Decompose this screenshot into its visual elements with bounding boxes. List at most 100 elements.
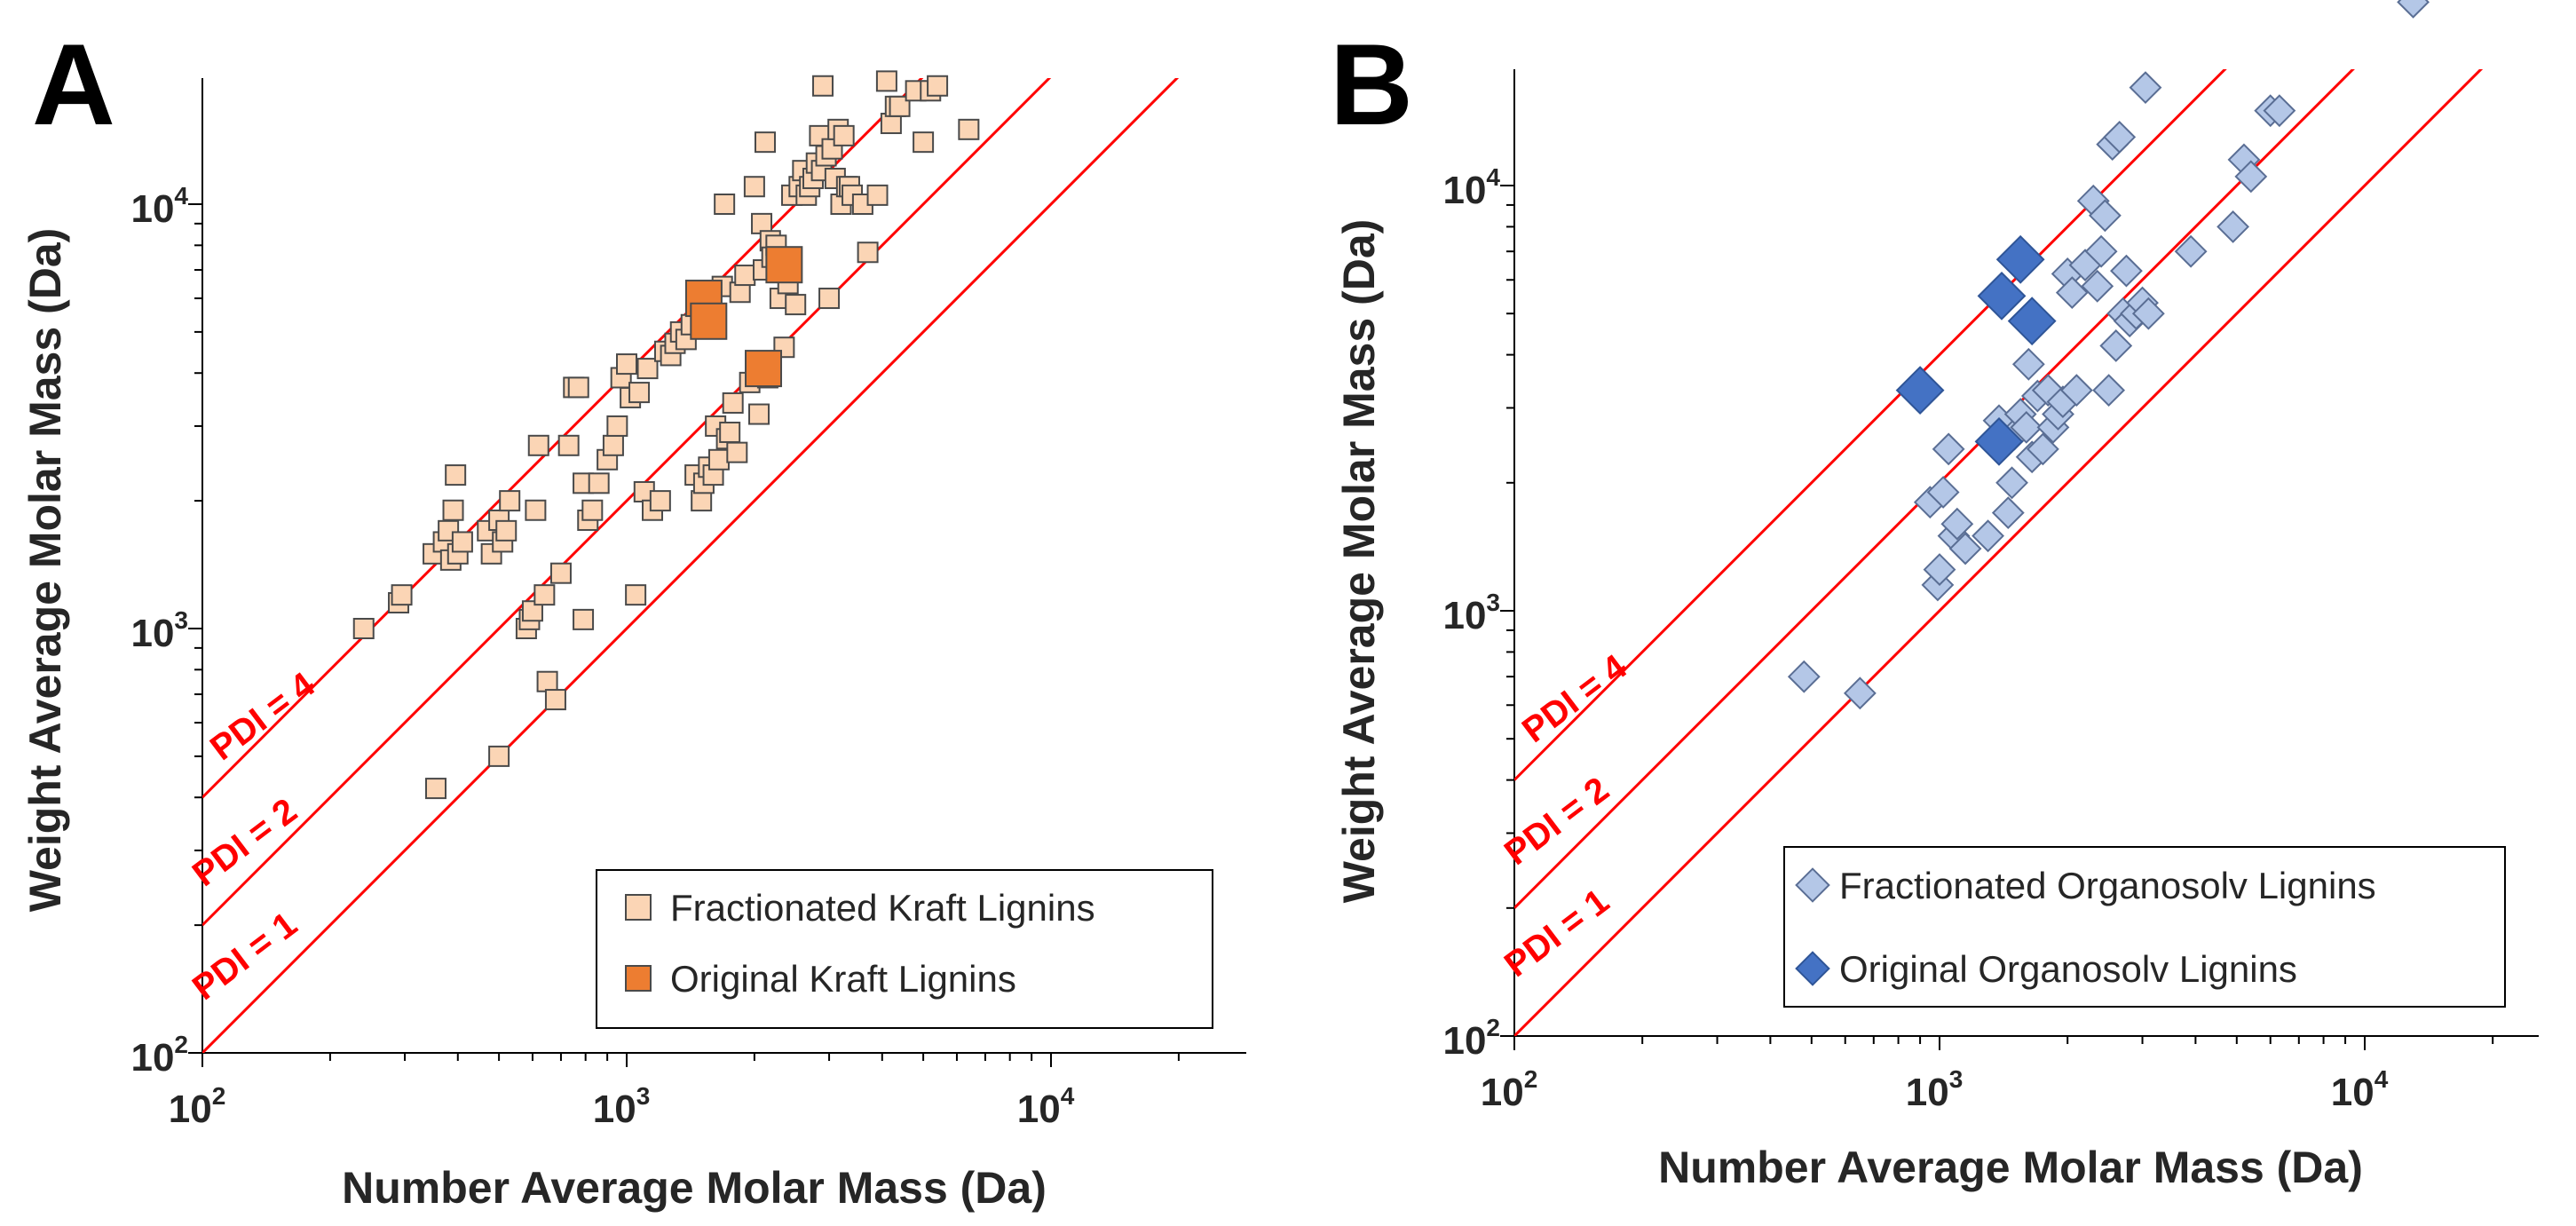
pdi-line-1: [1514, 69, 2484, 1036]
y-axis-title-a: Weight Average Molar Mass (Da): [20, 228, 70, 913]
pdi-label-4: PDI = 4: [1515, 647, 1635, 751]
data-point: [425, 778, 447, 800]
y-axis-title-b: Weight Average Molar Mass (Da): [1334, 219, 1384, 904]
data-point: [691, 490, 713, 512]
data-point: [1995, 234, 2045, 284]
data-point: [714, 194, 736, 215]
series-original-b: [1895, 234, 2057, 466]
data-point: [606, 415, 628, 437]
data-point: [602, 434, 624, 456]
data-point: [812, 75, 834, 97]
data-point: [567, 376, 589, 399]
legend-swatch-original-organosolv: [1795, 951, 1830, 986]
data-point: [745, 350, 783, 388]
data-point: [2088, 199, 2122, 233]
pdi-line-4: [202, 78, 924, 799]
data-point: [2397, 0, 2430, 19]
data-point: [2011, 347, 2045, 381]
data-point: [1923, 553, 1956, 586]
data-point: [2131, 297, 2165, 330]
data-point: [2216, 210, 2250, 243]
data-point: [533, 584, 556, 606]
data-point: [1932, 432, 1965, 466]
data-point: [785, 294, 807, 316]
legend-swatch-fractionated-organosolv: [1795, 867, 1830, 903]
y-tick-label: 103: [1442, 589, 1500, 637]
data-point: [2092, 374, 2126, 407]
y-tick-label: 104: [130, 182, 188, 231]
x-axis-title-b: Number Average Molar Mass (Da): [1658, 1143, 2363, 1192]
data-point: [690, 302, 728, 340]
data-point: [2110, 254, 2143, 288]
data-point: [495, 519, 518, 542]
x-tick-label: 104: [1017, 1082, 1075, 1131]
data-point: [625, 584, 647, 606]
legend-label-fractionated-kraft: Fractionated Kraft Lignins: [670, 887, 1095, 929]
data-point: [734, 265, 756, 287]
data-point: [521, 600, 543, 622]
pdi-label-4: PDI = 4: [203, 665, 323, 769]
y-tick-label: 104: [1442, 163, 1500, 212]
data-point: [2084, 234, 2118, 268]
x-axis-title-a: Number Average Molar Mass (Da): [342, 1163, 1047, 1213]
data-point: [636, 358, 659, 380]
panel-letter-a: A: [32, 20, 115, 149]
data-point: [754, 131, 776, 154]
data-point: [2081, 269, 2114, 303]
data-point: [719, 421, 741, 443]
legend-box-a: [596, 869, 1213, 1029]
legend-label-original-organosolv: Original Organosolv Lignins: [1839, 948, 2297, 990]
data-point: [2099, 329, 2133, 362]
data-point: [391, 584, 413, 606]
legend-b: Fractionated Organosolv Lignins Original…: [1783, 846, 2506, 1008]
pdi-line-1: [202, 78, 1180, 1053]
legend-swatch-fractionated-kraft: [625, 894, 652, 921]
data-point: [1926, 476, 1960, 509]
data-point: [588, 472, 610, 494]
data-point: [649, 490, 671, 512]
data-point: [1895, 366, 1945, 415]
data-point: [1948, 532, 1982, 566]
data-point: [726, 441, 748, 463]
data-point: [866, 184, 889, 206]
data-point: [857, 241, 879, 264]
data-point: [1787, 660, 1821, 693]
data-point: [628, 382, 651, 404]
data-point: [707, 448, 730, 471]
x-tick-label: 104: [2331, 1065, 2389, 1114]
data-point: [765, 246, 803, 284]
data-point: [2103, 121, 2137, 154]
legend-box-b: [1783, 846, 2506, 1008]
data-point: [2234, 160, 2268, 194]
x-tick-label: 102: [1481, 1065, 1538, 1114]
series-fractionated-a: [352, 70, 980, 800]
data-point: [499, 490, 521, 512]
data-point: [927, 75, 949, 97]
pdi-line-4: [1514, 69, 2227, 781]
data-point: [833, 124, 855, 146]
x-tick-label: 103: [593, 1082, 651, 1131]
data-point: [818, 288, 841, 310]
data-point: [544, 689, 566, 711]
data-point: [722, 392, 744, 414]
data-point: [2263, 94, 2296, 128]
panel-letter-b: B: [1330, 20, 1413, 149]
data-point: [1972, 519, 2004, 553]
series-fractionated-b: [1787, 0, 2430, 710]
data-point: [1995, 466, 2028, 500]
data-point: [488, 745, 510, 767]
legend-label-fractionated-organosolv: Fractionated Organosolv Lignins: [1839, 865, 2376, 906]
legend-a: Fractionated Kraft Lignins Original Kraf…: [596, 869, 1213, 1029]
data-point: [352, 618, 375, 639]
data-point: [2055, 276, 2089, 310]
data-point: [2059, 374, 2093, 407]
data-point: [958, 118, 980, 140]
data-point: [2010, 410, 2043, 444]
data-point: [525, 499, 547, 521]
data-point: [2007, 297, 2057, 346]
data-point: [889, 95, 911, 117]
data-point: [527, 434, 549, 456]
data-point: [616, 353, 637, 376]
